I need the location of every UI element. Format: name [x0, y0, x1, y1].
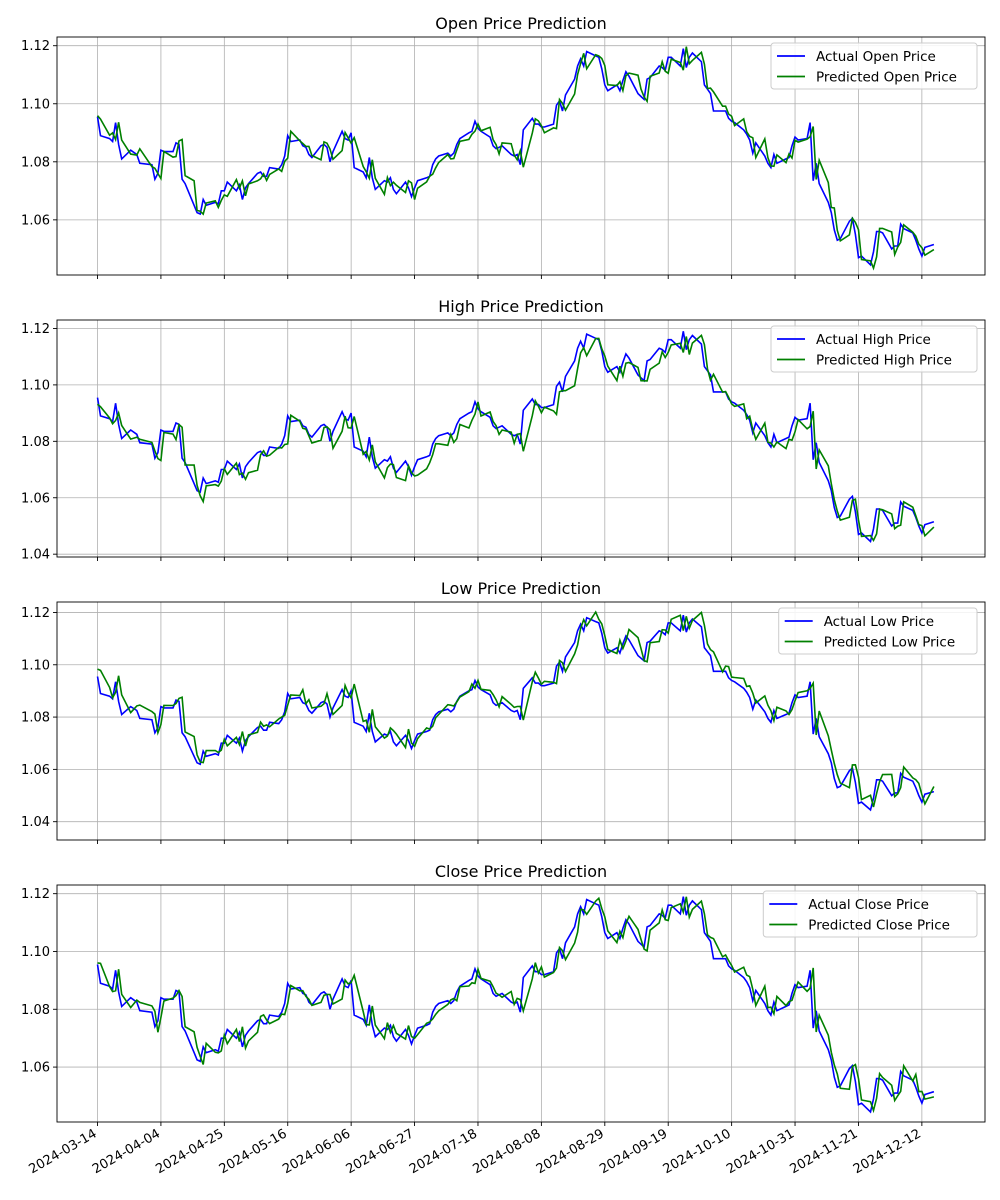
panel-3: 1.04 1.06 1.08 1.10 1.12 Low Price Prediction… — [21, 579, 986, 844]
legend-label: Actual Open Price — [816, 49, 936, 65]
y-tick-label: 1.10 — [21, 945, 50, 960]
axes-frame — [56, 36, 986, 276]
x-tick-label: 2024-06-27 — [344, 1126, 417, 1177]
y-tick-label: 1.10 — [21, 378, 50, 393]
legend-label: Predicted High Price — [816, 353, 952, 369]
y-tick-label: 1.10 — [21, 658, 50, 673]
chart-title: Close Price Prediction — [435, 862, 607, 881]
y-tick-label: 1.12 — [21, 39, 50, 54]
chart-title: High Price Prediction — [438, 297, 603, 316]
legend-label: Actual High Price — [816, 332, 931, 348]
series-line-predicted — [96, 46, 935, 271]
x-tick-label: 2024-05-16 — [217, 1126, 290, 1177]
y-tick-label: 1.04 — [21, 548, 50, 563]
x-tick-label: 2024-11-21 — [788, 1126, 861, 1177]
series-line-actual — [96, 331, 935, 544]
y-tick-label: 1.06 — [21, 213, 50, 228]
y-tick-label: 1.06 — [21, 1061, 50, 1076]
x-tick-label: 2024-10-31 — [724, 1126, 797, 1177]
legend-box — [778, 607, 978, 655]
legend-label: Predicted Low Price — [824, 635, 955, 651]
x-tick-label: 2024-08-29 — [534, 1126, 607, 1177]
y-tick-label: 1.06 — [21, 491, 50, 506]
panel-4: 1.06 1.08 1.10 1.12 Close Price Prediction Ac… — [21, 862, 986, 1126]
series-line-actual — [96, 48, 935, 267]
legend-label: Actual Low Price — [824, 614, 934, 630]
x-tick-label: 2024-04-04 — [90, 1126, 163, 1177]
x-tick-label: 2024-10-10 — [661, 1126, 734, 1177]
x-tick-label: 2024-09-19 — [597, 1126, 670, 1177]
legend-label: Predicted Open Price — [816, 70, 957, 86]
series-line-predicted — [97, 334, 935, 543]
y-tick-label: 1.12 — [21, 606, 50, 621]
axes-frame — [56, 319, 986, 558]
y-tick-label: 1.08 — [21, 155, 50, 170]
series-line-actual — [96, 614, 935, 812]
y-tick-label: 1.04 — [21, 815, 50, 830]
y-tick-label: 1.08 — [21, 435, 50, 450]
legend-box — [770, 42, 978, 90]
axes-frame — [56, 884, 986, 1123]
legend: Actual High Price Predicted High Price — [770, 325, 978, 373]
y-tick-label: 1.06 — [21, 763, 50, 778]
x-tick-label: 2024-12-12 — [851, 1126, 924, 1177]
legend-label: Actual Close Price — [808, 897, 929, 913]
panel-2: 1.04 1.06 1.08 1.10 1.12 High Price Predictio… — [21, 297, 986, 563]
chart-title: Open Price Prediction — [435, 14, 606, 33]
x-tick-label: 2024-03-14 — [27, 1126, 100, 1177]
x-tick-label: 2024-07-18 — [407, 1126, 480, 1177]
legend-box — [762, 890, 978, 938]
series-line-predicted — [97, 896, 935, 1114]
legend: Actual Open Price Predicted Open Price — [770, 42, 978, 90]
y-tick-label: 1.12 — [21, 322, 50, 337]
legend: Actual Close Price Predicted Close Price — [762, 890, 978, 938]
y-tick-label: 1.08 — [21, 711, 50, 726]
axes-frame — [56, 601, 986, 841]
panel-1: 1.06 1.08 1.10 1.12 Open Price Prediction Act… — [21, 14, 986, 279]
x-tick-label: 2024-06-06 — [280, 1126, 353, 1177]
legend-label: Predicted Close Price — [808, 918, 950, 934]
y-tick-label: 1.12 — [21, 887, 50, 902]
legend: Actual Low Price Predicted Low Price — [778, 607, 978, 655]
y-tick-label: 1.08 — [21, 1003, 50, 1018]
x-tick-label: 2024-08-08 — [470, 1126, 543, 1177]
y-tick-label: 1.10 — [21, 97, 50, 112]
chart-title: Low Price Prediction — [441, 579, 601, 598]
legend-box — [770, 325, 978, 373]
x-tick-label: 2024-04-25 — [153, 1126, 226, 1177]
series-line-predicted — [97, 610, 935, 808]
